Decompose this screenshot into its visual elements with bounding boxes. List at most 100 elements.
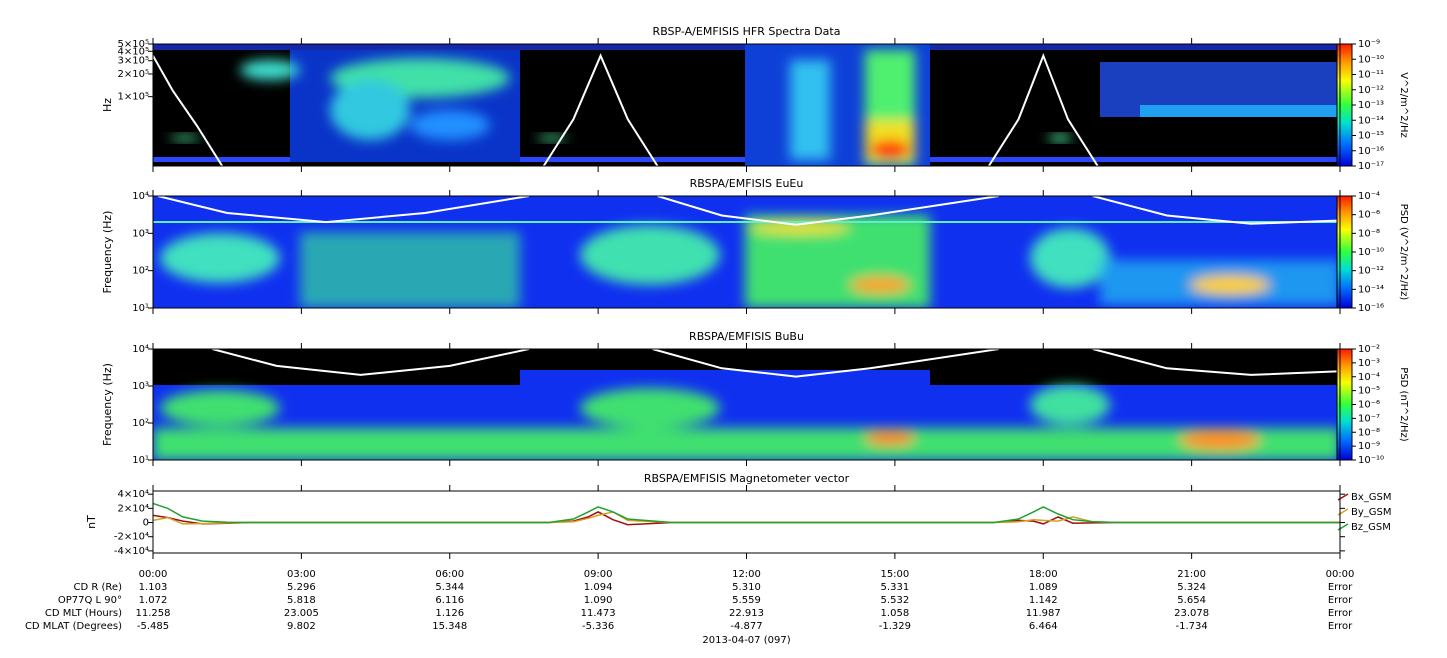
y-tick-label: 4×10⁵ xyxy=(118,46,149,57)
plot-frame xyxy=(152,490,1341,554)
ephemeris-value: 1.094 xyxy=(584,582,613,593)
plot-layer: RBSP-A/EMFISIS HFR Spectra Data Hz 1×10⁵ 2×… xyxy=(25,25,1409,646)
y-axis-label: Frequency (Hz) xyxy=(101,211,114,294)
colorbar-tick-label: 10⁻⁶ xyxy=(1358,400,1380,411)
ephemeris-value: 5.324 xyxy=(1177,582,1206,593)
y-tick-label: 10⁴ xyxy=(132,344,149,355)
colorbar-tick-label: 10⁻⁷ xyxy=(1358,413,1380,424)
colorbar-tick-label: 10⁻¹⁶ xyxy=(1358,146,1384,157)
x-tick-label: 18:00 xyxy=(1029,569,1058,580)
colorbar xyxy=(1336,348,1353,461)
panel-title: RBSPA/EMFISIS EuEu xyxy=(690,177,804,190)
ephemeris-value: 11.258 xyxy=(136,608,171,619)
ephemeris-value: 1.142 xyxy=(1029,595,1058,606)
ephemeris-value: Error xyxy=(1328,595,1353,606)
ephemeris-value: 15.348 xyxy=(432,621,467,632)
colorbar-tick-label: 10⁻¹⁰ xyxy=(1358,455,1384,466)
overlay-line xyxy=(157,196,1340,226)
colorbar xyxy=(1336,195,1353,309)
x-tick-label: 03:00 xyxy=(287,569,316,580)
colorbar-tick-label: 10⁻⁹ xyxy=(1358,39,1380,50)
y-tick-label: 2×10⁵ xyxy=(118,69,149,80)
colorbar-tick-label: 10⁻¹⁰ xyxy=(1358,247,1384,258)
ephemeris-value: 5.818 xyxy=(287,595,316,606)
legend-label: Bx_GSM xyxy=(1351,492,1392,503)
y-tick-label: -2×10⁴ xyxy=(114,532,149,543)
colorbar-tick-label: 10⁻¹⁰ xyxy=(1358,54,1384,65)
colorbar-tick-label: 10⁻¹² xyxy=(1358,266,1384,277)
ephemeris-value: Error xyxy=(1328,621,1353,632)
ephemeris-value: Error xyxy=(1328,608,1353,619)
y-axis-label: Hz xyxy=(101,98,114,112)
ephemeris-value: 9.802 xyxy=(287,621,316,632)
x-tick-label: 21:00 xyxy=(1177,569,1206,580)
ephemeris-value: 23.078 xyxy=(1174,608,1209,619)
colorbar-tick-label: 10⁻¹¹ xyxy=(1358,70,1384,81)
colorbar-tick-label: 10⁻¹³ xyxy=(1358,100,1384,111)
ephemeris-value: 1.058 xyxy=(881,608,910,619)
ephemeris-value: 5.532 xyxy=(881,595,910,606)
y-tick-label: 10² xyxy=(132,418,149,429)
ephemeris-row-label: CD MLT (Hours) xyxy=(45,608,122,619)
colorbar-tick-label: 10⁻¹⁷ xyxy=(1358,161,1384,172)
colorbar-tick-label: 10⁻² xyxy=(1358,344,1380,355)
ephemeris-value: 23.005 xyxy=(284,608,319,619)
colorbar-tick-label: 10⁻⁶ xyxy=(1358,210,1380,221)
colorbar-tick-label: 10⁻¹⁶ xyxy=(1358,303,1384,314)
ephemeris-row-label: OP77Q L 90° xyxy=(58,595,122,606)
ephemeris-value: 5.331 xyxy=(881,582,910,593)
ephemeris-value: -4.877 xyxy=(730,621,762,632)
ephemeris-value: Error xyxy=(1328,582,1353,593)
ephemeris-value: -5.336 xyxy=(582,621,614,632)
spectrogram-texture xyxy=(153,44,1340,166)
y-tick-label: 0 xyxy=(143,518,149,529)
ephemeris-value: 5.654 xyxy=(1177,595,1206,606)
y-tick-label: 1×10⁵ xyxy=(118,92,149,103)
colorbar-tick-label: 10⁻⁵ xyxy=(1358,386,1380,397)
y-tick-label: 10³ xyxy=(132,381,149,392)
y-tick-label: 2×10⁴ xyxy=(118,503,149,514)
colorbar-tick-label: 10⁻⁸ xyxy=(1358,427,1380,438)
panel-title: RBSP-A/EMFISIS HFR Spectra Data xyxy=(653,25,841,38)
x-tick-label: 00:00 xyxy=(139,569,168,580)
ephemeris-value: -1.734 xyxy=(1176,621,1208,632)
colorbar-tick-label: 10⁻⁸ xyxy=(1358,228,1380,239)
x-tick-label: 09:00 xyxy=(584,569,613,580)
y-tick-label: 10¹ xyxy=(132,303,149,314)
plot-frame xyxy=(152,43,1341,167)
series-line xyxy=(152,502,1340,524)
ephemeris-value: 6.464 xyxy=(1029,621,1058,632)
legend-label: By_GSM xyxy=(1351,507,1392,518)
ephemeris-value: 5.344 xyxy=(435,582,464,593)
y-axis-label: nT xyxy=(85,515,98,529)
colorbar-tick-label: 10⁻⁴ xyxy=(1358,372,1380,383)
colorbar-tick-label: 10⁻¹⁵ xyxy=(1358,131,1384,142)
legend-label: Bz_GSM xyxy=(1351,522,1391,533)
colorbar-tick-label: 10⁻⁹ xyxy=(1358,441,1380,452)
colorbar xyxy=(1336,43,1353,167)
colorbar-tick-label: 10⁻⁴ xyxy=(1358,191,1380,202)
plot-frame xyxy=(152,195,1341,309)
colorbar-tick-label: 10⁻³ xyxy=(1358,358,1380,369)
colorbar-tick-label: 10⁻¹² xyxy=(1358,85,1384,96)
ephemeris-value: 1.103 xyxy=(139,582,168,593)
overlay-line xyxy=(212,349,1340,378)
overlay-line xyxy=(153,52,1099,166)
y-axis-label: Frequency (Hz) xyxy=(101,363,114,446)
plot-frame xyxy=(152,348,1341,461)
ephemeris-row-label: CD R (Re) xyxy=(74,582,123,593)
ephemeris-value: 11.987 xyxy=(1026,608,1061,619)
colorbar-label: PSD (V^2/m^2/Hz) xyxy=(1398,204,1409,301)
panel-title: RBSPA/EMFISIS Magnetometer vector xyxy=(644,472,850,485)
ephemeris-row-label: CD MLAT (Degrees) xyxy=(25,621,122,632)
y-tick-label: 3×10⁵ xyxy=(118,56,149,67)
y-tick-label: 10³ xyxy=(132,228,149,239)
x-tick-label: 06:00 xyxy=(435,569,464,580)
ephemeris-value: -1.329 xyxy=(879,621,911,632)
spectrogram-texture xyxy=(153,196,1340,308)
ephemeris-value: 1.126 xyxy=(435,608,464,619)
panel-title: RBSPA/EMFISIS BuBu xyxy=(689,330,804,343)
colorbar-tick-label: 10⁻¹⁴ xyxy=(1358,115,1384,126)
colorbar-tick-label: 10⁻¹⁴ xyxy=(1358,284,1384,295)
